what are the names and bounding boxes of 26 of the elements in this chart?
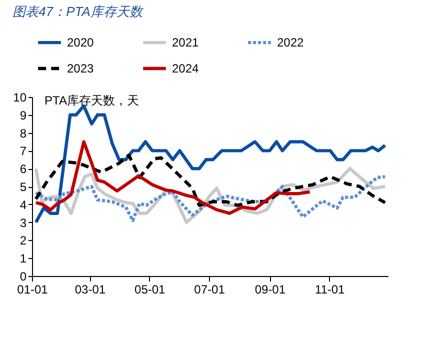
y-tick-label: 1 (20, 252, 27, 266)
y-tick-label: 8 (20, 126, 27, 140)
x-tick-label: 05-01 (134, 282, 166, 296)
y-tick-label: 9 (20, 108, 27, 122)
x-tick-label: 11-01 (314, 282, 346, 296)
y-tick-label: 5 (20, 180, 27, 194)
y-tick-label: 2 (20, 234, 27, 248)
legend-label: 2023 (67, 62, 94, 76)
y-tick-label: 0 (20, 270, 27, 284)
y-tick-label: 10 (13, 90, 27, 104)
y-tick-label: 4 (20, 198, 27, 212)
line-series (34, 175, 387, 222)
legend-label: 2024 (172, 62, 200, 76)
legend-label: 2020 (67, 36, 94, 50)
x-tick-label: 01-01 (17, 282, 48, 296)
y-tick-label: 3 (20, 216, 27, 230)
legend-label: 2021 (172, 36, 200, 50)
line-series (34, 140, 312, 215)
y-tick-label: 7 (20, 144, 27, 158)
x-tick-label: 09-01 (254, 282, 286, 296)
y-axis-title: PTA库存天数，天 (44, 94, 139, 108)
y-tick-label: 6 (20, 162, 27, 176)
chart-title: 图表47：PTA库存天数 (12, 4, 144, 19)
x-tick-label: 03-01 (74, 282, 106, 296)
x-tick-label: 07-01 (194, 282, 226, 296)
legend-label: 2022 (277, 36, 304, 50)
